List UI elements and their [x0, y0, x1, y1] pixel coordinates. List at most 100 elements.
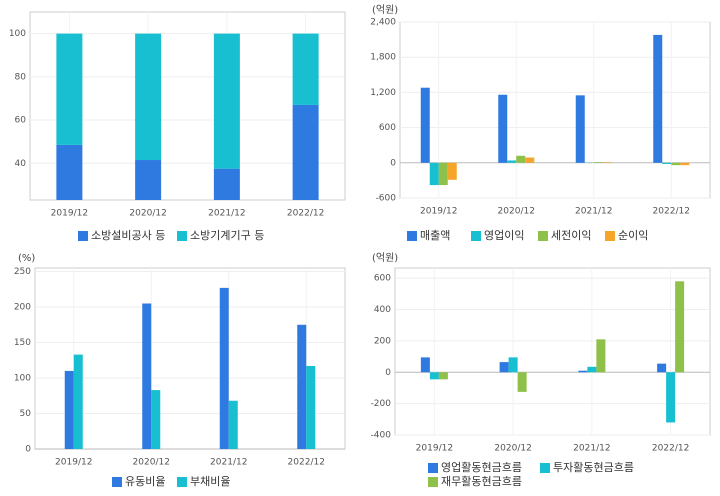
legend-swatch [428, 463, 438, 473]
x-tick-label: 2019/12 [420, 207, 457, 217]
y-tick-label: 100 [14, 374, 31, 384]
bar [213, 168, 240, 200]
plot-area [29, 11, 346, 201]
y-tick-label: 0 [385, 368, 391, 378]
bar [429, 162, 439, 186]
legend-swatch [605, 231, 615, 241]
bar [56, 144, 83, 200]
bar [420, 87, 430, 163]
bar [507, 160, 517, 163]
bar [499, 362, 509, 373]
x-tick-label: 2022/12 [652, 444, 689, 454]
legend-label: 유동비율 [125, 475, 165, 488]
bar [420, 357, 430, 373]
legend-swatch [407, 231, 417, 241]
y-tick-label: -600 [376, 194, 397, 204]
y-tick-label: 50 [20, 409, 32, 419]
y-tick-label: 600 [374, 274, 391, 284]
y-tick-label: -200 [371, 399, 392, 409]
legend-swatch [177, 477, 187, 487]
bar [142, 303, 152, 449]
x-tick-label: 2022/12 [288, 458, 325, 468]
y-tick-label: 0 [390, 158, 396, 168]
bar [675, 281, 685, 373]
y-tick-label: 150 [14, 338, 31, 348]
bar [517, 372, 527, 392]
legend-swatch [471, 231, 481, 241]
x-tick-label: 2021/12 [208, 209, 245, 219]
x-tick-label: 2019/12 [55, 458, 92, 468]
y-tick-label: 200 [374, 336, 391, 346]
bar [525, 157, 535, 163]
bar [578, 370, 588, 373]
legend-label: 소방설비공사 등 [91, 229, 165, 242]
x-tick-label: 2020/12 [133, 458, 170, 468]
bar [587, 366, 597, 373]
x-tick-label: 2021/12 [575, 207, 612, 217]
legend-label: 투자활동현금흐름 [553, 460, 634, 474]
legend-label: 영업활동현금흐름 [441, 460, 522, 474]
bar [297, 324, 307, 449]
bar [56, 33, 83, 145]
bar [429, 372, 439, 380]
legend-label: 순이익 [618, 229, 648, 242]
y-tick-label: 40 [15, 159, 27, 169]
bar [657, 363, 667, 373]
bar [228, 400, 238, 449]
y-tick-label: 200 [14, 303, 31, 313]
legend-label: 세전이익 [551, 229, 591, 242]
unit-label: (%) [18, 253, 35, 264]
y-tick-label: 100 [9, 29, 26, 39]
x-tick-label: 2022/12 [653, 207, 690, 217]
bar [671, 162, 681, 166]
unit-label: (억원) [372, 4, 398, 16]
bar [73, 354, 83, 449]
bar [306, 365, 316, 449]
y-tick-label: 600 [379, 123, 396, 133]
x-tick-label: 2020/12 [498, 207, 535, 217]
y-tick-label: 80 [15, 72, 27, 82]
x-tick-label: 2020/12 [129, 209, 166, 219]
bar [602, 162, 612, 163]
x-tick-label: 2022/12 [287, 209, 324, 219]
legend-swatch [112, 477, 122, 487]
legend-label: 재무활동현금흐름 [441, 474, 522, 488]
legend-label: 매출액 [420, 229, 450, 242]
bar [292, 33, 319, 105]
bar [135, 160, 162, 200]
bar [64, 370, 74, 449]
y-tick-label: 2,400 [370, 18, 396, 28]
y-tick-label: 0 [25, 445, 31, 455]
bar [508, 357, 518, 373]
legend-swatch [177, 231, 187, 241]
legend-swatch [78, 231, 88, 241]
bar [447, 162, 457, 180]
bar [135, 33, 162, 161]
x-tick-label: 2020/12 [494, 444, 531, 454]
bar [438, 162, 448, 186]
bar [596, 339, 606, 373]
x-tick-label: 2019/12 [416, 444, 453, 454]
legend-label: 소방기계기구 등 [190, 229, 264, 242]
y-tick-label: -400 [371, 431, 392, 441]
bar [292, 104, 319, 200]
bar [438, 372, 448, 380]
bar [653, 34, 663, 163]
bar [680, 162, 690, 166]
bar [151, 390, 161, 449]
unit-label: (억원) [372, 252, 398, 264]
x-tick-label: 2019/12 [51, 209, 88, 219]
y-tick-label: 1,800 [370, 53, 396, 63]
x-tick-label: 2021/12 [210, 458, 247, 468]
bar [575, 95, 585, 163]
legend-swatch [428, 477, 438, 487]
bar [219, 287, 229, 449]
y-tick-label: 60 [15, 116, 27, 126]
bar [516, 155, 526, 163]
plot-area [394, 267, 711, 436]
bar [666, 372, 676, 423]
y-tick-label: 1,200 [370, 88, 396, 98]
legend-label: 영업이익 [484, 229, 524, 242]
bar [498, 94, 508, 163]
